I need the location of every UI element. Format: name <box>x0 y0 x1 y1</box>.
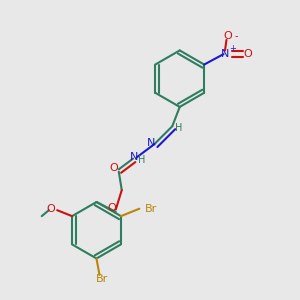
Text: -: - <box>235 31 238 41</box>
Text: H: H <box>138 155 145 165</box>
Text: N: N <box>221 49 229 58</box>
Text: N: N <box>146 138 155 148</box>
Text: N: N <box>130 152 138 162</box>
Text: +: + <box>230 44 236 53</box>
Text: O: O <box>108 203 116 213</box>
Text: H: H <box>175 123 182 133</box>
Text: O: O <box>244 49 253 58</box>
Text: Br: Br <box>96 274 109 284</box>
Text: O: O <box>47 204 56 214</box>
Text: O: O <box>224 31 232 41</box>
Text: O: O <box>109 163 118 173</box>
Text: Br: Br <box>145 204 158 214</box>
